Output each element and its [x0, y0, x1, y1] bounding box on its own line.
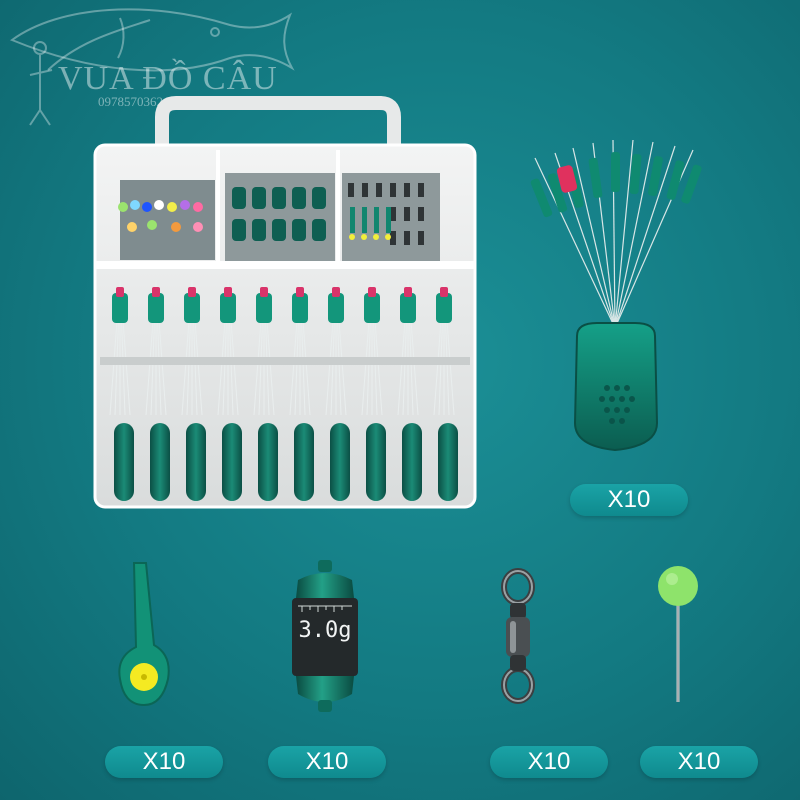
bead-stopper-icon: [118, 562, 170, 707]
sinker-weight-label: 3.0g: [298, 618, 352, 643]
watermark-brand: VUA ĐỒ CÂU: [58, 60, 278, 97]
float-stopper-bundle-icon: [530, 139, 702, 452]
quantity-badge-sinker: X10: [268, 746, 386, 778]
rolling-swivel-icon: [501, 568, 535, 704]
quantity-badge-bead-stopper: X10: [105, 746, 223, 778]
bead-pin-icon: [658, 566, 698, 702]
sinker-weight-icon: [292, 560, 358, 712]
tackle-box-icon: [93, 96, 477, 509]
quantity-badge-bead-pin: X10: [640, 746, 758, 778]
fish-logo-icon: [9, 8, 295, 126]
quantity-badge-swivel: X10: [490, 746, 608, 778]
quantity-badge-stopper-set: X10: [570, 484, 688, 516]
watermark-phone: 0978570362: [98, 94, 163, 109]
